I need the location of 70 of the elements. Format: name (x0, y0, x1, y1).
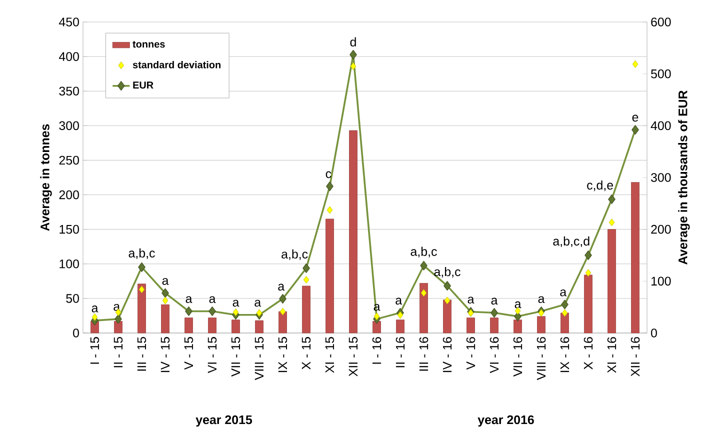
text: year 2015 (196, 415, 252, 427)
annotation: a (514, 301, 522, 308)
y2-tick-label: 400 (650, 121, 671, 130)
y2-tick-label: 100 (651, 276, 671, 286)
x-tick-label: IX - 16 (560, 337, 570, 372)
annotation: a (254, 300, 262, 307)
y2-axis-title: Average in thousands of EUR (678, 90, 690, 264)
y2-tick-label: 600 (651, 18, 671, 26)
annotation: a,b,c (434, 267, 460, 278)
annotation: a (468, 296, 474, 304)
legend-label: standard deviation (132, 61, 220, 68)
annotation: a (278, 284, 285, 291)
annotation: a (491, 298, 498, 305)
annotation: a (538, 296, 545, 304)
x-tick-label: VII - 15 (231, 337, 240, 377)
x-tick-label: X - 16 (584, 337, 593, 370)
x-tick-label: IV - 16 (442, 337, 452, 372)
x-tick-label: II - 16 (396, 337, 405, 368)
annotation: a (162, 278, 169, 285)
y-tick-label: 0 (73, 328, 79, 338)
y-tick-label: 50 (66, 294, 79, 303)
annotation: a,b,c (410, 246, 437, 258)
x-tick-label: IX - 15 (278, 337, 288, 372)
x-tick-label: XII - 15 (348, 337, 358, 376)
annotation: e (632, 114, 638, 122)
annotation: a,b,c,d (553, 236, 590, 248)
annotation: c (326, 171, 332, 178)
x-tick-label: IV - 15 (160, 337, 170, 372)
annotation: a (560, 289, 567, 296)
annotation: a (232, 300, 240, 307)
y-tick-label: 150 (60, 224, 79, 234)
x-tick-label: XI - 16 (607, 337, 616, 373)
x-tick-label: I - 16 (372, 337, 382, 364)
x-tick-label: I - 15 (90, 337, 100, 364)
x-tick-label: V - 15 (184, 337, 194, 370)
y2-tick-label: 0 (651, 328, 657, 338)
x-tick-label: VI - 15 (208, 337, 217, 374)
y-tick-label: 400 (58, 52, 79, 61)
x-tick-label: III - 16 (419, 337, 428, 371)
x-tick-label: VI - 16 (490, 337, 499, 374)
x-tick-label: XI - 15 (325, 337, 334, 373)
x-tick-label: II - 15 (114, 337, 123, 368)
x-tick-label: X - 15 (302, 337, 311, 370)
annotation: a,b,c (282, 249, 308, 260)
x-tick-label: XII - 16 (630, 337, 640, 376)
y2-tick-label: 200 (651, 224, 671, 234)
text: year 2016 (478, 415, 534, 427)
x-tick-label: VIII - 16 (536, 337, 546, 380)
annotation: a (186, 296, 192, 304)
annotation: d (350, 37, 356, 46)
y-tick-label: 450 (58, 18, 79, 26)
legend-label: EUR (133, 82, 154, 89)
x-tick-label: VIII - 15 (254, 337, 264, 380)
y-axis-title: Average in tonnes (40, 124, 52, 231)
annotation: a (396, 298, 402, 305)
annotation: a (92, 306, 98, 312)
legend-label: tonnes (132, 41, 165, 48)
y-tick-label: 100 (60, 259, 79, 268)
annotation: a,b,c (128, 248, 155, 259)
y2-tick-label: 300 (650, 173, 671, 182)
annotation: a (209, 296, 216, 304)
y-tick-label: 200 (59, 190, 79, 200)
x-tick-label: III - 15 (137, 337, 146, 371)
x-tick-label: V - 16 (466, 337, 476, 370)
y-tick-label: 300 (59, 121, 79, 130)
y2-tick-label: 500 (651, 69, 671, 78)
y-tick-label: 350 (59, 86, 79, 96)
x-tick-label: VII - 16 (513, 337, 522, 377)
annotation: c,d,e (587, 180, 614, 192)
y-tick-label: 250 (59, 156, 79, 165)
